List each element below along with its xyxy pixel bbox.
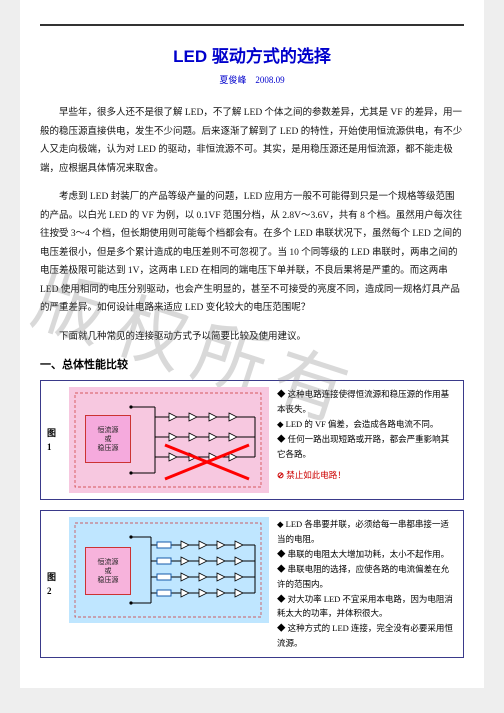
paragraph: 考虑到 LED 封装厂的产品等级产量的问题，LED 应用方一般不可能得到只是一个… (40, 188, 464, 318)
figure-1-box: 图 1 (40, 380, 464, 500)
note-item: 串联的电阻太大增加功耗，太小不起作用。 (277, 547, 457, 562)
source-box: 恒流源 或 稳压源 (85, 415, 131, 463)
figure-1-label: 图 1 (47, 387, 61, 493)
figure-2-box: 图 2 (40, 510, 464, 658)
document-page: LED 驱动方式的选择 夏俊峰 2008.09 早些年，很多人还不是很了解 LE… (20, 0, 484, 688)
note-item: 这种方式的 LED 连接，完全没有必要采用恒流源。 (277, 621, 457, 651)
fig-label-num: 1 (47, 440, 61, 454)
author-line: 夏俊峰 2008.09 (40, 73, 464, 86)
note-item: LED 各串要并联，必须给每一串都串接一适当的电阻。 (277, 517, 457, 547)
page-title: LED 驱动方式的选择 (40, 42, 464, 67)
source-label: 恒流源 或 稳压源 (98, 426, 119, 453)
source-label: 恒流源 或 稳压源 (98, 558, 119, 585)
note-item: 任何一路出现短路或开路，都会严重影响其它各路。 (277, 432, 457, 462)
figure-2-label: 图 2 (47, 517, 61, 651)
figure-2-diagram: 恒流源 或 稳压源 (69, 517, 269, 623)
section-heading: 一、总体性能比较 (40, 356, 464, 372)
paragraph: 下面就几种常见的连接驱动方式予以简要比较及使用建议。 (40, 328, 464, 347)
figure-1-diagram: 恒流源 或 稳压源 (69, 387, 269, 493)
warning-text: 禁止如此电路！ (277, 468, 457, 483)
paragraph: 早些年，很多人还不是很了解 LED，不了解 LED 个体之间的参数差异，尤其是 … (40, 104, 464, 178)
note-item: 这种电路连接使得恒流源和稳压源的作用基本丧失。 (277, 387, 457, 417)
source-box: 恒流源 或 稳压源 (85, 547, 131, 595)
fig-label-char: 图 (47, 570, 61, 584)
fig-label-char: 图 (47, 426, 61, 440)
note-item: LED 的 VF 偏差，会造成各路电流不同。 (277, 417, 457, 432)
figure-2-notes: LED 各串要并联，必须给每一串都串接一适当的电阻。 串联的电阻太大增加功耗，太… (277, 517, 457, 651)
note-item: 串联电阻的选择，应使各路的电流偏差在允许的范围内。 (277, 562, 457, 592)
note-item: 对大功率 LED 不宜采用本电路，因为电阻消耗太大的功率，并体积很大。 (277, 592, 457, 622)
fig-label-num: 2 (47, 584, 61, 598)
figure-1-notes: 这种电路连接使得恒流源和稳压源的作用基本丧失。 LED 的 VF 偏差，会造成各… (277, 387, 457, 493)
top-rule (40, 24, 464, 26)
